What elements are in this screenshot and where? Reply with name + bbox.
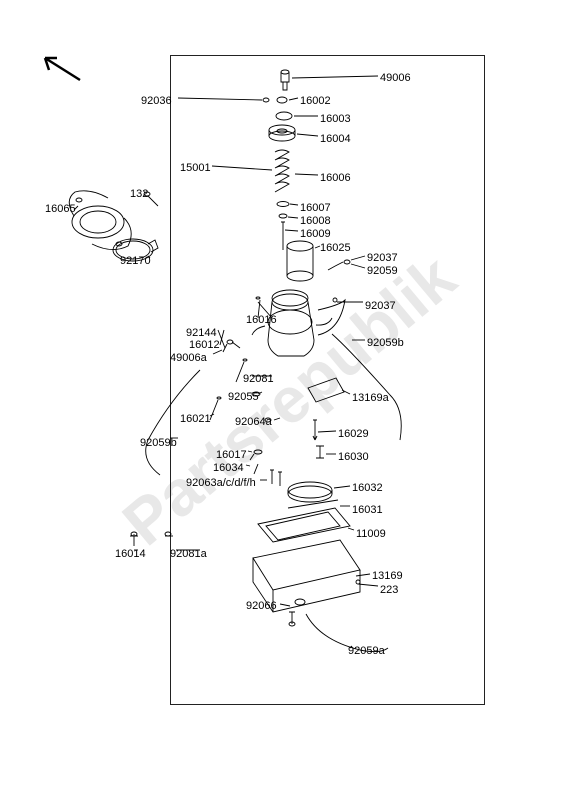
- callout-92059a: 92059a: [348, 645, 385, 657]
- callout-16014: 16014: [115, 548, 146, 560]
- callout-92037: 92037: [367, 252, 398, 264]
- callout-223: 223: [380, 584, 398, 596]
- callout-92066: 92066: [246, 600, 277, 612]
- callout-16008: 16008: [300, 215, 331, 227]
- callout-16032: 16032: [352, 482, 383, 494]
- callout-92063: 92063a/c/d/f/h: [186, 477, 256, 489]
- callout-92064a: 92064a: [235, 416, 272, 428]
- callout-16017: 16017: [216, 449, 247, 461]
- callout-16003: 16003: [320, 113, 351, 125]
- callout-16007: 16007: [300, 202, 331, 214]
- callout-16012: 16012: [189, 339, 220, 351]
- callout-92037b: 92037: [365, 300, 396, 312]
- callout-92059b: 92059b: [367, 337, 404, 349]
- callout-92059: 92059: [367, 265, 398, 277]
- callout-16030: 16030: [338, 451, 369, 463]
- callout-13169: 13169: [372, 570, 403, 582]
- callout-16006: 16006: [320, 172, 351, 184]
- callout-92036: 92036: [141, 95, 172, 107]
- callout-49006a: 49006a: [170, 352, 207, 364]
- callout-16016: 16016: [246, 314, 277, 326]
- callout-16002: 16002: [300, 95, 331, 107]
- callout-49006: 49006: [380, 72, 411, 84]
- callout-15001: 15001: [180, 162, 211, 174]
- callout-16025: 16025: [320, 242, 351, 254]
- callout-92055: 92055: [228, 391, 259, 403]
- callout-92144: 92144: [186, 327, 217, 339]
- carburetor-diagram: [0, 0, 578, 800]
- callout-92170: 92170: [120, 255, 151, 267]
- callout-16034: 16034: [213, 462, 244, 474]
- callout-16029: 16029: [338, 428, 369, 440]
- callout-13169a: 13169a: [352, 392, 389, 404]
- callout-92059b2: 92059b: [140, 437, 177, 449]
- callout-92081: 92081: [243, 373, 274, 385]
- callout-16009: 16009: [300, 228, 331, 240]
- callout-132: 132: [130, 188, 148, 200]
- callout-16065: 16065: [45, 203, 76, 215]
- callout-16021: 16021: [180, 413, 211, 425]
- callout-16004: 16004: [320, 133, 351, 145]
- callout-16031: 16031: [352, 504, 383, 516]
- callout-92081a: 92081a: [170, 548, 207, 560]
- callout-11009: 11009: [356, 528, 386, 540]
